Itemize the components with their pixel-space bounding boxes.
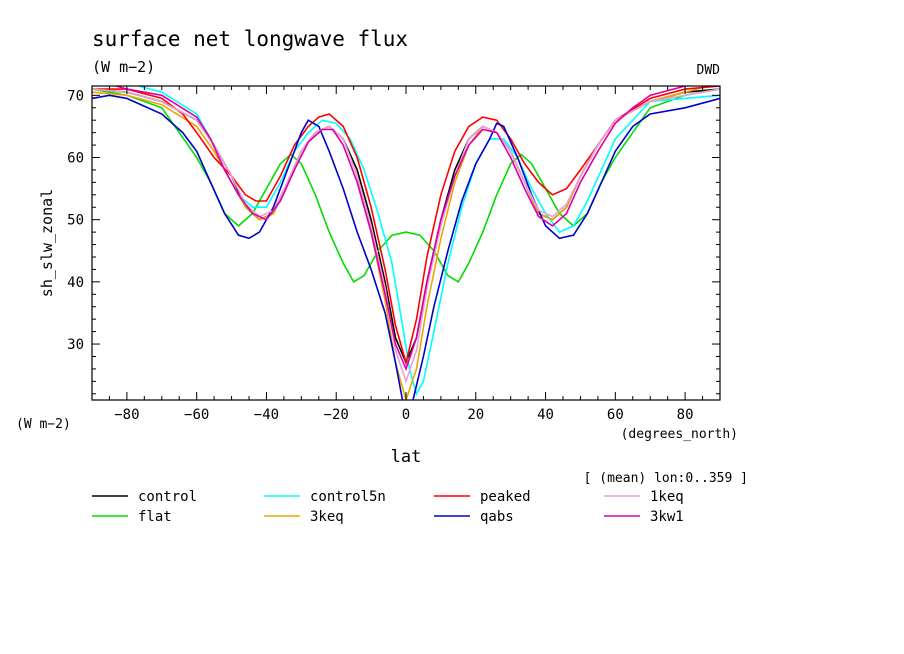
x-axis-label: lat <box>391 447 422 467</box>
y-tick-label: 60 <box>67 151 84 167</box>
legend-label-peaked: peaked <box>480 489 531 505</box>
chart-title: surface net longwave flux <box>92 27 408 51</box>
series-line-3keq <box>92 86 712 400</box>
x-tick-label: 80 <box>677 407 694 423</box>
legend-label-control5n: control5n <box>310 489 386 505</box>
y-axis-ticks: 30 40 50 60 70 <box>67 88 720 395</box>
x-tick-label: −40 <box>254 407 279 423</box>
corner-label: DWD <box>697 63 721 78</box>
series-line-1keq <box>92 88 720 384</box>
x-tick-label: 40 <box>537 407 554 423</box>
legend: control flat control5n 3keq peaked qabs 1keq 3k… <box>92 489 684 525</box>
legend-label-3kw1: 3kw1 <box>650 509 684 525</box>
x-tick-label: −80 <box>114 407 139 423</box>
series-line-qabs <box>92 94 720 400</box>
mean-note: [ (mean) lon:0..359 ] <box>584 471 748 486</box>
series-layer <box>92 86 720 400</box>
series-line-flat <box>92 88 720 284</box>
x-tick-label: 60 <box>607 407 624 423</box>
series-line-3kw1 <box>113 86 690 372</box>
plot-frame <box>91 85 721 401</box>
y-axis-label: sh_slw_zonal <box>38 189 56 297</box>
x-tick-label: −20 <box>324 407 349 423</box>
series-line-peaked <box>92 86 720 366</box>
y-tick-label: 50 <box>67 213 84 229</box>
series-line-control <box>92 88 720 365</box>
x-tick-label: 0 <box>402 407 410 423</box>
x-tick-label: −60 <box>184 407 209 423</box>
y-tick-label: 70 <box>67 88 84 104</box>
x-units-label: (degrees_north) <box>621 427 738 442</box>
x-axis-ticks: −80 −60 −40 −20 0 20 40 60 80 <box>108 86 704 423</box>
legend-label-qabs: qabs <box>480 509 514 525</box>
y-tick-label: 40 <box>67 275 84 291</box>
chart-subtitle: (W m−2) <box>92 58 155 76</box>
y-tick-label: 30 <box>67 337 84 353</box>
legend-label-3keq: 3keq <box>310 509 344 525</box>
legend-label-flat: flat <box>138 509 172 525</box>
series-line-control5n <box>135 86 720 396</box>
y-units-label: (W m−2) <box>16 417 71 432</box>
legend-label-1keq: 1keq <box>650 489 684 505</box>
x-tick-label: 20 <box>467 407 484 423</box>
legend-label-control: control <box>138 489 197 505</box>
